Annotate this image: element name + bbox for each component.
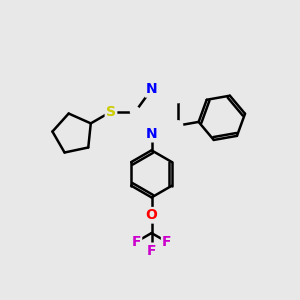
Text: F: F [131,235,141,249]
Text: F: F [162,235,172,249]
Text: N: N [146,82,158,96]
Text: S: S [106,105,116,119]
Text: F: F [147,244,156,258]
Text: O: O [146,208,158,222]
Text: N: N [146,127,158,141]
